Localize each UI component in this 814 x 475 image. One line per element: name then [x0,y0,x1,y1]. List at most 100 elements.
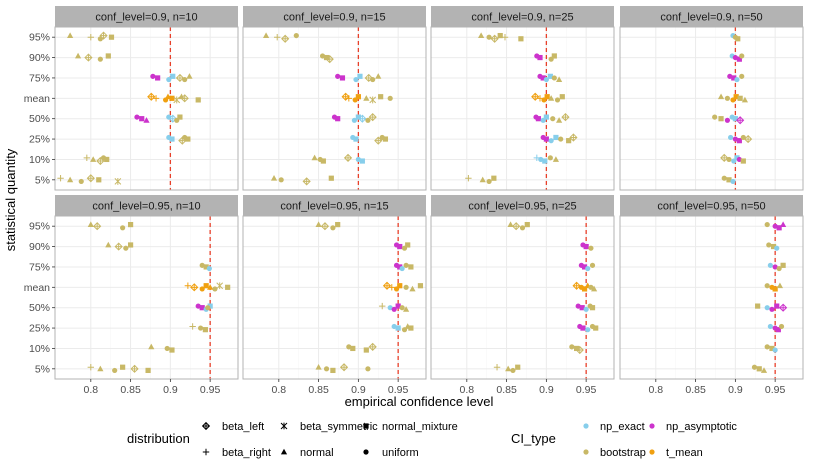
data-point [764,305,770,311]
data-point [97,56,103,62]
data-point [408,264,414,270]
panels-layer: conf_level=0.9, n=10 conf_level=0.9, n=15… [54,6,804,380]
data-point [365,366,371,372]
data-point [127,221,134,228]
data-point [370,76,376,83]
data-point [397,264,403,270]
legend-label-normal: normal [300,447,334,459]
data-point [558,136,564,142]
data-point [403,262,409,268]
data-point [112,367,118,374]
data-point [199,286,205,292]
data-point [169,136,175,142]
data-point [772,264,778,270]
data-point [315,364,322,370]
facet-panel: conf_level=0.95, n=50 [619,195,804,380]
data-point [341,92,350,101]
panel-border [430,26,615,191]
data-point [212,286,218,292]
data-point [739,73,745,79]
data-point [405,242,411,248]
data-point [74,52,82,59]
facet-strip-label: conf_level=0.95, n=50 [657,201,765,213]
data-point [724,95,731,101]
data-point [769,345,775,352]
data-point [732,54,738,61]
data-point [391,323,397,330]
y-tick-label: 95% [29,32,50,44]
legend-label-t_mean: t_mean [666,447,703,459]
data-point [548,95,555,101]
data-point [486,178,492,185]
data-point [120,225,126,231]
panel-background [55,216,238,379]
data-point [320,222,330,231]
data-point [403,306,410,312]
facet-strip [620,6,803,27]
x-tick-label: 0.8 [83,384,98,396]
x-axis-title: empirical confidence level [345,394,494,409]
data-point [575,345,584,355]
data-point [779,303,788,312]
x-tick-label: 0.85 [496,384,517,396]
data-point [169,95,175,101]
data-point [764,221,770,228]
data-point [351,117,357,123]
data-point [591,285,598,292]
data-point [335,116,341,122]
y-tick-label: 95% [29,221,50,233]
data-point [493,364,501,371]
data-point [359,158,365,164]
data-point [736,56,742,62]
x-tick-label: 0.9 [163,384,178,396]
data-point [343,153,353,162]
data-point [216,282,224,290]
panel-background [620,216,803,379]
data-point [727,134,734,141]
data-point [225,284,231,290]
data-point [780,262,786,268]
data-point [90,156,97,162]
data-point [145,367,151,374]
data-point [139,116,145,122]
data-point [108,34,115,40]
y-tick-label: 50% [29,302,50,314]
legend-label-uniform: uniform [382,447,419,459]
y-tick-label: 25% [29,134,50,146]
y-tick-label: 90% [29,241,50,253]
data-point [559,94,565,100]
data-point [388,284,395,291]
data-point [730,178,736,185]
data-point [566,138,572,144]
facet-strip [620,195,803,216]
data-point [363,347,369,353]
data-point [490,34,499,43]
data-point [767,262,773,268]
data-point [726,177,732,183]
facet-strip [55,195,238,216]
facet-strip-label: conf_level=0.95, n=25 [468,201,576,213]
panel-border [242,215,427,380]
data-point [195,97,201,103]
data-point [382,281,392,290]
data-point [178,93,185,100]
legend-key-beta_left [201,421,211,431]
data-point [190,283,199,292]
legend-key-t_mean [649,449,655,455]
data-point [721,175,727,181]
data-point [736,156,742,163]
data-point [87,221,94,227]
facet-strip-label: conf_level=0.95, n=15 [280,201,388,213]
x-tick-label: 0.95 [765,384,786,396]
legend-label-beta_left: beta_left [222,421,264,433]
data-point [515,364,521,370]
data-point [363,95,370,101]
data-point [550,116,556,122]
data-point [543,136,549,142]
data-point [67,32,74,38]
data-point [177,114,183,120]
data-point [355,94,361,100]
facet-strip [431,6,614,27]
data-point [569,344,575,350]
data-point [739,53,745,59]
